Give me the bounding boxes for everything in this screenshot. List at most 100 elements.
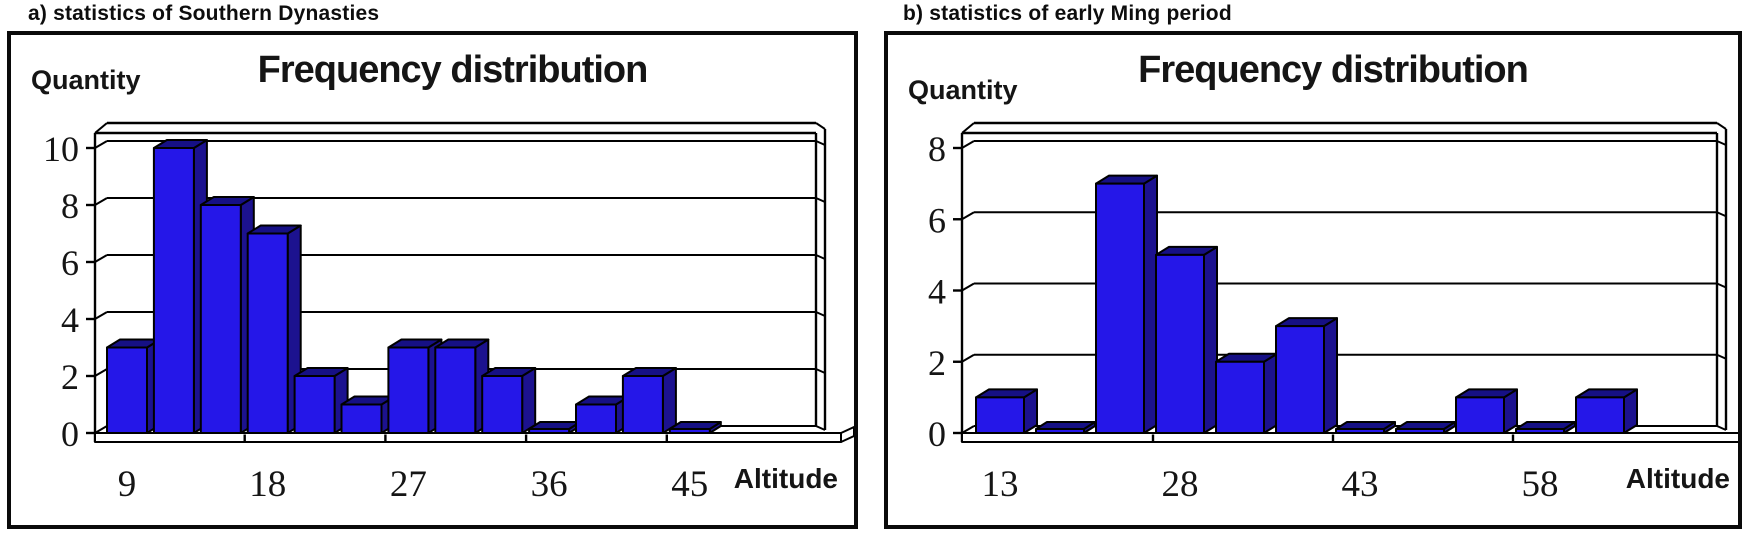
bar-front-face — [481, 375, 524, 434]
flat-bar-top-face — [1515, 421, 1576, 430]
bar-front-face — [1095, 182, 1145, 434]
flat-bar-top-face — [668, 421, 722, 430]
x-tick-label: 13 — [982, 464, 1019, 505]
flat-bar-top-face — [1035, 421, 1096, 430]
x-tick-label: 43 — [1342, 464, 1379, 505]
y-axis-tick-jog — [94, 140, 108, 149]
y-tick-label: 2 — [928, 343, 946, 383]
y-tick-label: 8 — [928, 129, 946, 169]
panel-a-caption: a) statistics of Southern Dynasties — [28, 2, 380, 25]
x-tick-label: 18 — [249, 464, 286, 505]
chart-frame-corner-tl — [961, 122, 975, 134]
bar-front-face — [106, 346, 148, 434]
bar-front-face — [199, 204, 242, 434]
gridline-right-jog — [815, 368, 826, 374]
gridline-right-jog — [815, 197, 826, 203]
x-tick-label: 27 — [390, 464, 427, 505]
bar-top-face — [1155, 245, 1218, 256]
bar-side-face — [521, 367, 537, 434]
chart-a-title: Frequency distribution — [257, 49, 649, 91]
bar-front-face — [293, 375, 336, 434]
flat-bar-top-face — [1335, 421, 1396, 430]
gridline-right-jog — [1716, 211, 1727, 218]
x-tick-label: 9 — [118, 464, 137, 505]
y-axis-tick-jog — [961, 140, 975, 149]
y-axis-tick-jog — [94, 254, 108, 263]
flat-bar-front-face — [1335, 428, 1385, 434]
bar-front-face — [575, 403, 617, 434]
y-tick-label: 4 — [928, 272, 946, 312]
frequency-chart-early-ming: 0 2 4 6 8 13 28 43 58 — [928, 121, 1738, 505]
chart-b-y-axis-title: Quantity — [908, 75, 1018, 105]
chart-frame-corner-tr — [815, 122, 826, 130]
bar-top-face — [1275, 317, 1338, 328]
gridline-right-jog — [815, 311, 826, 317]
chart-frame-corner-tr — [1716, 122, 1727, 130]
y-tick-label: 6 — [928, 200, 946, 240]
y-axis-tick-jog — [961, 353, 975, 363]
x-tick-label: 45 — [671, 464, 708, 505]
gridline-right-jog — [1716, 140, 1727, 146]
bar-front-face — [246, 232, 289, 434]
bar-front-face — [1575, 396, 1625, 434]
flat-bar-front-face — [1395, 428, 1445, 434]
floor-front-face — [961, 432, 1738, 443]
bar-side-face — [661, 367, 677, 434]
flat-bar-top-face — [528, 421, 582, 430]
y-tick-label: 0 — [928, 414, 946, 454]
gridline-right-jog — [1716, 353, 1727, 360]
x-tick-label: 28 — [1162, 464, 1199, 505]
gridline-right-jog — [815, 254, 826, 260]
y-tick-label: 6 — [61, 243, 79, 283]
bar-front-face — [1455, 396, 1505, 434]
floor-front-face — [94, 432, 842, 443]
bar-front-face — [340, 403, 383, 434]
bar-front-face — [387, 346, 430, 434]
bar-top-face — [1215, 352, 1278, 363]
bar-top-face — [1575, 388, 1638, 399]
panel-b: 0 2 4 6 8 13 28 43 58 Frequency distribution Qua… — [884, 31, 1742, 529]
bar-front-face — [1155, 253, 1205, 434]
chart-b-x-axis-title: Altitude — [1625, 463, 1730, 494]
y-tick-label: 10 — [43, 129, 79, 169]
floor-right-cap — [840, 426, 854, 443]
chart-frame-corner-tl — [94, 122, 108, 134]
y-tick-label: 8 — [61, 186, 79, 226]
y-tick-label: 2 — [61, 357, 79, 397]
bar-side-face — [1323, 317, 1338, 434]
bar-front-face — [975, 396, 1025, 434]
chart-a-x-axis-title: Altitude — [733, 463, 838, 494]
flat-bar-front-face — [668, 428, 711, 434]
panel-a: 0 2 4 6 8 10 9 18 27 36 45 Frequency distribution … — [7, 31, 858, 529]
flat-bar-front-face — [528, 428, 571, 434]
frequency-chart-southern-dynasties: 0 2 4 6 8 10 9 18 27 36 45 — [43, 121, 854, 505]
bar-front-face — [621, 375, 664, 434]
y-tick-label: 4 — [61, 300, 79, 340]
x-tick-label: 36 — [531, 464, 568, 505]
y-axis-tick-jog — [94, 368, 108, 377]
bar-front-face — [1275, 325, 1325, 434]
bar-top-face — [975, 388, 1038, 399]
x-tick-label: 58 — [1522, 464, 1559, 505]
gridline-right-jog — [815, 425, 826, 431]
gridline-right-jog — [1716, 425, 1727, 431]
bar-front-face — [1215, 360, 1265, 434]
chart-b-title: Frequency distribution — [1138, 49, 1529, 91]
chart-a-y-axis-title: Quantity — [31, 65, 141, 95]
y-axis-tick-jog — [961, 425, 975, 434]
bar-front-face — [434, 346, 477, 434]
bar-top-face — [1095, 174, 1158, 185]
y-axis-tick-jog — [94, 197, 108, 206]
y-axis-tick-jog — [961, 211, 975, 221]
gridline-right-jog — [1716, 282, 1727, 289]
gridline-right-jog — [815, 140, 826, 146]
bar-top-face — [1455, 388, 1518, 399]
y-axis-tick-jog — [961, 282, 975, 292]
flat-bar-top-face — [1395, 421, 1456, 430]
flat-bar-front-face — [1515, 428, 1565, 434]
panel-b-caption: b) statistics of early Ming period — [903, 2, 1232, 25]
y-axis-tick-jog — [94, 425, 108, 434]
bar-front-face — [152, 147, 195, 434]
y-tick-label: 0 — [61, 414, 79, 454]
